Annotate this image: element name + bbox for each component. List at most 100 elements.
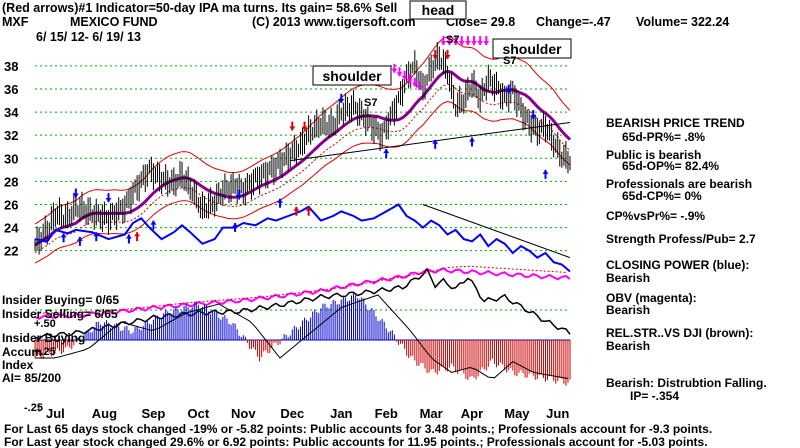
moving-average-line [34,69,572,247]
accum-ma-line [35,294,569,379]
month-label-Feb: Feb [375,406,398,421]
right-shoulder-label: shoulder [502,41,562,57]
inner-band [34,83,571,254]
accum-minus25: -.25 [24,402,43,414]
footer-line-1: For Last 65 days stock changed -19% or -… [4,422,712,436]
copyright: (C) 2013 www.tigersoft.com [252,15,415,29]
blue-arrow-up-8-head [432,139,439,144]
magenta-head-arrow-1-head [446,41,453,46]
red-arrow-down-0-head [289,126,296,131]
month-label-Jun: Jun [546,406,569,421]
neckline-trendline [290,121,571,162]
right-panel-line-8: CLOSING POWER (blue): [606,258,749,272]
footer-line-2: For Last year stock changed 29.6% or 6.9… [4,435,708,448]
red-arrow-down-2-head [432,54,439,59]
magenta-head-arrow-4-head [464,41,471,46]
s7-label-3: S7 [503,55,516,67]
blue-arrow-down-4-head [505,89,512,94]
blue-arrow-up-9-head [468,137,475,142]
s7-label-1: S7 [364,97,377,109]
accum-plus50: +.50 [34,318,56,330]
red-arrow-down-1-head [301,126,308,131]
y-tick-label-38: 38 [4,59,18,74]
month-label-Dec: Dec [280,406,304,421]
magenta-arrow-0-head [391,68,398,73]
magenta-head-arrow-2-head [452,41,459,46]
right-panel-line-3: 65d-OP%= 82.4% [622,159,719,173]
month-label-Mar: Mar [420,406,443,421]
right-panel-line-4: Professionals are bearish [606,177,752,191]
accum-label: Accum [2,345,42,359]
symbol: MXF [2,15,29,29]
month-label-Aug: Aug [92,406,117,421]
y-tick-label-28: 28 [4,174,18,189]
change-value: Change=-.47 [536,15,611,29]
blue-arrow-up-6-head [277,198,284,203]
red-arrow-up-0-head [134,232,141,237]
magenta-arrow-3-head [406,79,413,84]
closing-power-downtrend [422,204,571,259]
right-panel-line-1: 65d-PR%= .8% [622,130,705,144]
blue-arrow-down-2-head [236,194,243,199]
blue-arrow-up-5-head [232,222,239,227]
date-range: 6/ 15/ 12- 6/ 19/ 13 [36,30,141,44]
blue-arrow-up-2-head [93,232,100,237]
blue-arrow-up-1-head [76,236,83,241]
month-label-Jan: Jan [330,406,352,421]
month-label-Sep: Sep [142,406,166,421]
y-tick-label-22: 22 [4,244,18,259]
right-panel-line-12: REL.STR..VS DJI (brown): [606,326,753,340]
right-panel-line-2: Public is bearish [606,148,701,162]
left-shoulder-box [312,65,392,86]
blue-arrow-down-3-head [338,98,345,103]
volume-value: Volume= 322.24 [636,15,729,29]
right-panel-line-7: Strength Profess/Pub= 2.7 [606,232,756,246]
right-panel-line-6: CP%vsPr%= -.9% [606,209,705,223]
month-label-Apr: Apr [461,406,483,421]
blue-arrow-down-0-head [72,193,79,198]
blue-arrow-up-4-head [150,220,157,225]
month-label-Nov: Nov [231,406,256,421]
lower-band [34,100,571,264]
ai-label: AI= 85/200 [2,371,61,385]
magenta-arrow-2-head [401,75,408,80]
index-label: Index [2,358,34,372]
blue-arrow-up-7-head [383,149,390,154]
blue-arrow-up-10-head [542,169,549,174]
y-tick-label-36: 36 [4,82,18,97]
magenta-head-arrow-6-head [477,41,484,46]
blue-arrow-down-1-head [105,198,112,203]
y-tick-label-24: 24 [4,221,19,236]
y-tick-label-34: 34 [4,105,19,120]
blue-arrow-down-5-head [530,115,537,120]
accum-plus25: +.25 [34,346,56,358]
red-arrow-down-3-head [444,54,451,59]
right-shoulder-box [492,38,572,59]
magenta-arrow-1-head [396,72,403,77]
red-arrow-up-2-head [305,206,312,211]
red-arrow-up-1-head [293,206,300,211]
right-panel-line-15: IP= -.354 [630,389,679,403]
insider-buying: Insider Buying= 0/65 [2,293,119,307]
header-indicator: (Red arrows)#1 Indicator=50-day IPA ma t… [2,1,397,15]
month-label-Jul: Jul [46,406,65,421]
head-label: head [422,2,455,18]
blue-arrow-up-3-head [125,234,132,239]
insider-selling: Insider Selling= 6/65 [2,307,118,321]
blue-arrow-up-0-head [60,233,67,238]
right-panel-line-11: Bearish [606,303,650,317]
y-tick-label-30: 30 [4,151,18,166]
month-label-Oct: Oct [188,406,210,421]
magenta-arrow-5-head [416,86,423,91]
right-panel-line-14: Bearish: Distrubtion Falling. [606,376,767,390]
fund-name: MEXICO FUND [70,15,158,29]
s7-label-2: S7 [446,34,459,46]
magenta-head-arrow-0-head [440,41,447,46]
right-panel-line-9: Bearish [606,271,650,285]
y-tick-label-32: 32 [4,128,18,143]
obv-ma-line [35,265,566,314]
closing-power-line [34,203,571,273]
month-label-May: May [504,406,530,421]
head-box [409,0,467,20]
